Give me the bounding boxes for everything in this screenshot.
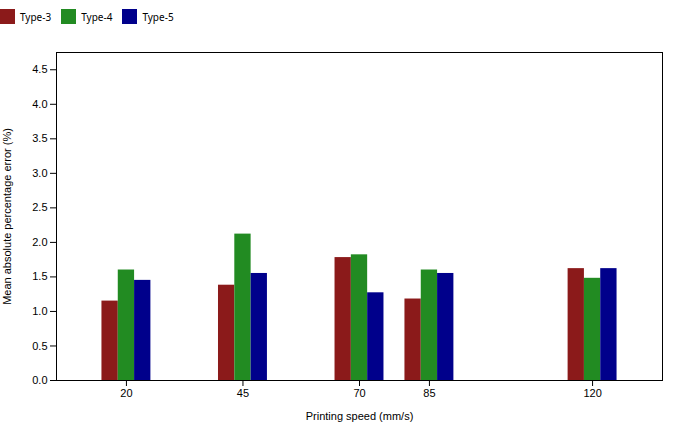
svg-text:3.5: 3.5 [32, 132, 47, 144]
svg-text:0.5: 0.5 [32, 339, 47, 351]
svg-text:2.0: 2.0 [32, 236, 47, 248]
svg-text:0.0: 0.0 [32, 374, 47, 386]
svg-text:120: 120 [583, 387, 601, 399]
svg-text:4.0: 4.0 [32, 98, 47, 110]
svg-text:85: 85 [423, 387, 435, 399]
svg-text:Printing speed (mm/s): Printing speed (mm/s) [306, 410, 414, 422]
svg-text:3.0: 3.0 [32, 167, 47, 179]
svg-text:70: 70 [353, 387, 365, 399]
html-text:Type-5: Type-5 [142, 9, 174, 24]
html-text:Type-3: Type-3 [20, 9, 52, 24]
svg-text:1.0: 1.0 [32, 305, 47, 317]
svg-text:4.5: 4.5 [32, 63, 47, 75]
svg-text:45: 45 [237, 387, 249, 399]
svg-text:2.5: 2.5 [32, 201, 47, 213]
svg-text:Mean absolute percentage error: Mean absolute percentage error (%) [1, 128, 13, 305]
svg-text:1.5: 1.5 [32, 270, 47, 282]
svg-text:20: 20 [120, 387, 132, 399]
html-text:Type-4: Type-4 [81, 9, 113, 24]
